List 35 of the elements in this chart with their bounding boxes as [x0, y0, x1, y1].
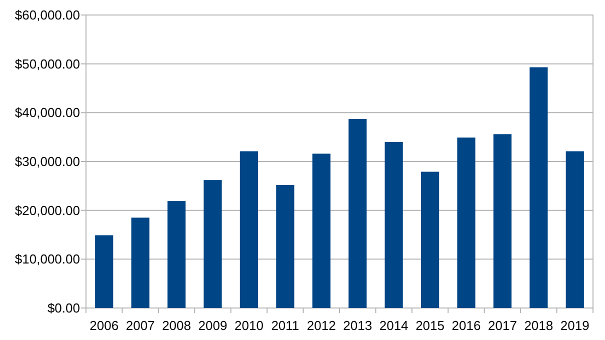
bar [167, 201, 186, 308]
x-tick-label: 2018 [524, 318, 554, 333]
x-tick-label: 2019 [560, 318, 590, 333]
bar [457, 138, 476, 308]
bar [566, 151, 584, 308]
x-tick-label: 2010 [234, 318, 264, 333]
y-tick-label: $40,000.00 [14, 105, 80, 120]
x-tick-label: 2015 [416, 318, 444, 333]
bar [348, 119, 367, 308]
y-tick-label: $10,000.00 [14, 252, 80, 267]
x-tick-label: 2014 [379, 318, 408, 333]
bar [312, 154, 330, 308]
x-tick-label: 2007 [126, 318, 155, 333]
x-tick-label: 2006 [90, 318, 119, 333]
x-tick-label: 2013 [343, 318, 372, 333]
y-tick-label: $0.00 [47, 300, 80, 316]
x-tick-label: 2012 [306, 318, 336, 333]
x-tick-label: 2011 [271, 318, 300, 333]
bar [384, 142, 403, 308]
bar [276, 184, 294, 308]
bar [420, 172, 440, 308]
bar [530, 67, 548, 308]
y-tick-label: $50,000.00 [14, 56, 80, 72]
x-tick-label: 2008 [162, 318, 191, 333]
x-tick-label: 2016 [452, 318, 481, 333]
bar [131, 218, 150, 308]
bar [95, 235, 114, 308]
bar [204, 180, 222, 308]
y-tick-label: $20,000.00 [14, 202, 80, 218]
y-tick-label: $60,000.00 [14, 8, 80, 23]
x-tick-label: 2009 [198, 318, 228, 333]
x-tick-label: 2017 [488, 318, 517, 333]
bar [240, 151, 258, 308]
y-tick-label: $30,000.00 [14, 154, 80, 170]
bar [493, 134, 512, 308]
